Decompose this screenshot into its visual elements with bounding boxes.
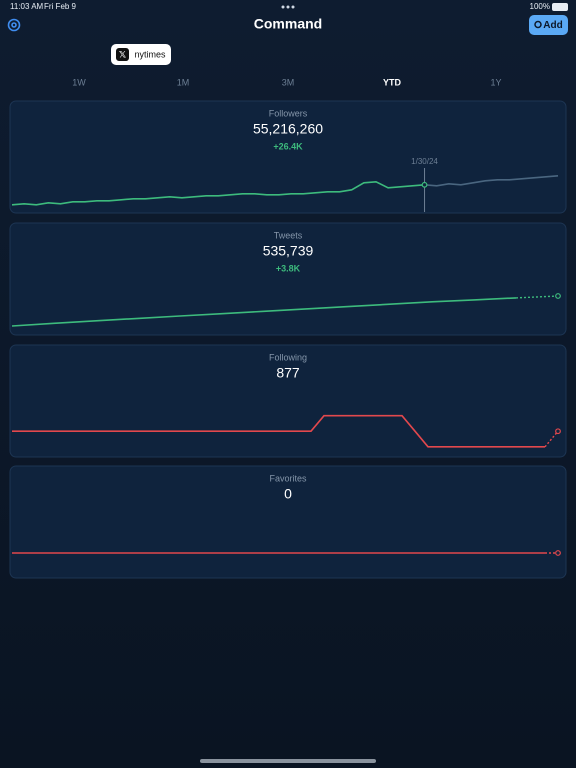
point-marker [555,428,561,435]
card-title: Tweets [274,230,303,240]
point-marker [421,181,428,188]
sparkline-tail [544,430,559,448]
tab[interactable]: 3M [282,77,295,87]
card-value: 877 [276,365,300,381]
x-logo [116,48,129,61]
card-value: 55,216,260 [253,121,323,137]
settings-button[interactable] [7,18,21,32]
status-date: Fri Feb 9 [44,2,77,11]
card-change: +26.4K [273,141,303,151]
sparkline [424,175,559,187]
sparkline [12,414,545,448]
battery-icon [552,3,568,11]
card-title: Favorites [269,473,307,483]
add-label[interactable]: Add [543,20,562,31]
status-battery: 100% [530,2,550,11]
x-logo-mark: 𝕏 [119,49,127,59]
card [9,465,567,579]
sparkline [11,297,517,327]
point-marker [555,293,561,299]
search-icon [534,20,542,29]
tab[interactable]: 1M [177,77,190,87]
hover-label: 1/30/24 [411,157,438,166]
card-change: +3.8K [276,263,301,273]
card-value: 535,739 [263,243,314,259]
add-button[interactable] [529,15,568,35]
account-name[interactable]: nytimes [134,49,166,59]
card-title: Followers [269,108,308,118]
tab[interactable]: YTD [383,77,402,87]
tab[interactable]: 1W [72,77,86,87]
status-time: 11:03 AM [10,2,44,11]
sparkline-tail [515,295,559,299]
sparkline [11,180,425,206]
card-title: Following [269,352,307,362]
card-value: 0 [284,486,292,502]
home-indicator [200,759,376,763]
card [9,344,567,458]
dots [281,5,295,9]
point-marker [555,550,561,556]
page-title: Command [254,16,322,32]
card [9,222,567,336]
tab[interactable]: 1Y [490,77,501,87]
